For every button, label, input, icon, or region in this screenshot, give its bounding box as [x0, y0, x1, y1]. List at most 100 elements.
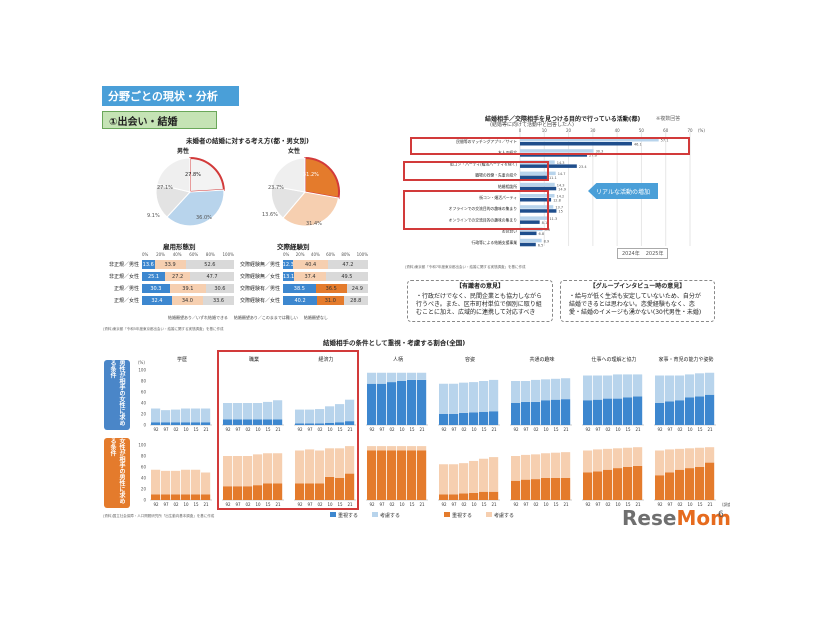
cond-year: 10	[327, 502, 333, 507]
conditions-source: (資料)国立社会保障・人口問題研究所「出生動向基本調査」を基に作成	[103, 514, 215, 518]
highlight-party	[403, 161, 549, 181]
cond-bar-important	[561, 478, 571, 500]
cond-bar-consider	[387, 446, 397, 451]
cond-ytick: 20	[141, 487, 147, 492]
rel-row-label: 交際経験有／女性	[239, 298, 280, 304]
pie-female-v1: 31.2%	[303, 172, 319, 178]
cond-year: 97	[379, 427, 385, 432]
rel-row: 12.3 40.4 47.2	[283, 260, 368, 269]
cond-bar-consider	[655, 450, 665, 476]
emp-tick-4: 80%	[205, 252, 215, 257]
cond-year: 97	[235, 427, 241, 432]
cond-bar-important	[253, 419, 263, 425]
cond-year: 92	[441, 502, 447, 507]
pie-female-label: 女性	[288, 148, 301, 155]
cond-year: 10	[327, 427, 333, 432]
pie-female-v4: 31.4%	[306, 221, 322, 227]
cond-year: 10	[687, 502, 693, 507]
cond-year: 15	[697, 502, 703, 507]
act-val-2025: 27.6	[589, 154, 597, 158]
cond-year: 02	[605, 502, 611, 507]
cond-bar-important	[613, 398, 623, 425]
cond-bar-important	[583, 472, 593, 500]
pies-title: 未婚者の結婚に対する考え方(都・男女別)	[186, 137, 309, 145]
cond-bar-consider	[551, 378, 561, 400]
emp-tick-0: 0%	[142, 252, 149, 257]
act-val-2024: 14.3	[557, 161, 565, 165]
cond-bar-important	[705, 462, 715, 500]
cond-bar-important	[633, 396, 643, 425]
emp-row: 13.6 33.9 52.6	[142, 260, 234, 269]
cond-bar-important	[295, 483, 305, 500]
cond-bar-important	[655, 403, 665, 425]
cond-year: 21	[419, 502, 425, 507]
cond-bar-important	[695, 467, 705, 500]
act-bar-2024	[520, 205, 554, 209]
cond-bar-consider	[335, 448, 345, 478]
cond-year: 21	[563, 427, 569, 432]
cond-year: 02	[389, 427, 395, 432]
cond-bar-important	[705, 394, 715, 425]
cond-year: 92	[585, 502, 591, 507]
cond-ytick: 100	[138, 368, 146, 373]
cond-bar-important	[223, 419, 233, 425]
cond-year: 10	[615, 502, 621, 507]
activity-note: ※複数回答	[656, 116, 681, 122]
relation-legend-2: 結婚願望あり／このままでは難しい	[233, 315, 298, 320]
cond-bar-consider	[325, 448, 335, 477]
act-val-2024: 11.3	[549, 217, 557, 221]
cond-bar-important	[675, 400, 685, 425]
cond-bar-important	[439, 494, 449, 500]
cond-bar-consider	[407, 446, 417, 451]
rel-row: 40.2 31.0 28.8	[283, 296, 368, 305]
act-label: 職場の同僚・先輩の紹介	[475, 173, 517, 178]
employment-title: 雇用形態別	[163, 243, 196, 251]
cond-year: 10	[687, 427, 693, 432]
cond-year: 97	[451, 427, 457, 432]
act-bar-2025	[520, 242, 536, 247]
cond-bar-consider	[233, 403, 243, 420]
relation-chart: 0% 20% 40% 60% 80% 100% 交際経験無／男性 12.3 40.4 47.2 交際…	[228, 252, 368, 312]
cond-bar-consider	[655, 375, 665, 403]
cond-category: 容姿	[465, 356, 475, 363]
cond-year: 15	[265, 427, 271, 432]
cond-year: 21	[563, 502, 569, 507]
activity-legend: 2024年 2025年	[617, 248, 669, 259]
act-bar-2024	[520, 149, 594, 153]
cond-bar-important	[541, 400, 551, 425]
cond-bar-important	[161, 494, 171, 500]
cond-bar-important	[273, 419, 283, 425]
cond-year: 15	[193, 427, 199, 432]
rel-row: 38.5 36.5 24.9	[283, 284, 368, 293]
emp-seg-1: 34.0	[171, 296, 204, 305]
cond-bar-consider	[233, 456, 243, 487]
cond-bar-important	[263, 419, 273, 425]
cond-year: 02	[533, 502, 539, 507]
cond-bar-consider	[263, 453, 273, 484]
rel-seg-2: 49.5	[325, 272, 368, 281]
cond-bar-important	[345, 473, 355, 500]
act-bar-2025	[520, 175, 547, 180]
cond-bar-important	[685, 397, 695, 425]
cond-bar-consider	[295, 450, 305, 484]
cond-bar-important	[521, 479, 531, 500]
cond-bar-consider	[335, 404, 345, 423]
rel-tick-4: 80%	[341, 252, 351, 257]
cond-category: 家事・育児の能力や姿勢	[658, 356, 713, 363]
cond-unit: (%)	[138, 360, 145, 365]
emp-seg-2: 33.6	[203, 296, 234, 305]
emp-tick-2: 40%	[172, 252, 182, 257]
rel-ticks: 0% 20% 40% 60% 80% 100%	[283, 252, 368, 257]
emp-seg-1: 33.9	[154, 260, 186, 269]
relation-legend-1: 結婚願望あり／いずれ結婚できる	[168, 315, 228, 320]
cond-year: 10	[471, 502, 477, 507]
cond-bar-important	[695, 396, 705, 425]
act-label: 友人の紹介	[498, 150, 517, 155]
cond-year: 21	[491, 427, 497, 432]
cond-year: 92	[441, 427, 447, 432]
cond-year: 10	[255, 502, 261, 507]
rel-seg-0: 12.3	[282, 260, 294, 269]
cond-bar-consider	[439, 464, 449, 495]
rel-seg-2: 28.8	[343, 296, 368, 305]
emp-row: 25.1 27.2 47.7	[142, 272, 234, 281]
